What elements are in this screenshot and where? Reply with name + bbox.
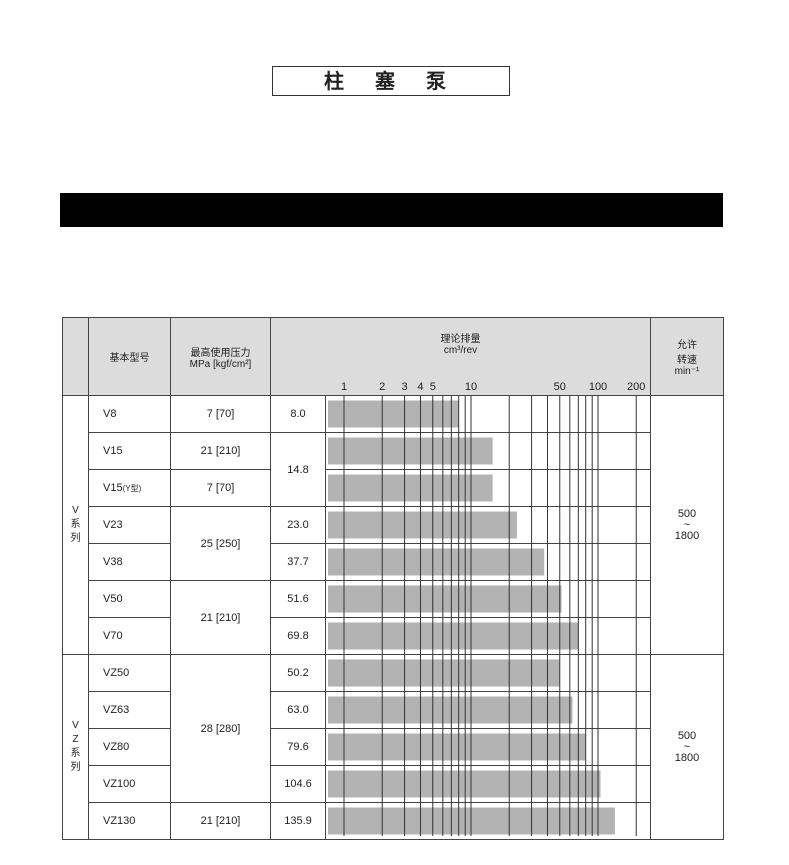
pressure-label: 最高使用压力 [190,347,251,359]
pressure-cell: 21 [210] [170,432,271,470]
displacement-label: 理论排量 [440,334,481,345]
model-cell: V8 [88,395,171,433]
model-cell: V15(Y型) [88,469,171,507]
model-cell: V38 [88,543,171,581]
displacement-cell: 14.8 [270,432,326,507]
bar-v23 [328,511,517,539]
speed-cell-vz: 500 ~ 1800 [650,654,724,840]
x-tick-label: 10 [464,381,478,393]
displacement-bar-chart [328,396,637,836]
x-tick-label: 3 [401,381,408,393]
x-tick-label: 100 [588,381,608,393]
displacement-cell: 50.2 [270,654,326,692]
bar-v15y [328,474,493,502]
model-cell: V50 [88,580,171,618]
displacement-cell: 37.7 [270,543,326,581]
pressure-cell: 28 [280] [170,654,271,803]
bar-v50 [328,585,562,613]
pressure-header: 最高使用压力 MPa [kgf/cm²] [170,317,271,396]
bar-vz50 [328,659,560,687]
bar-v8 [328,400,459,428]
model-suffix: (Y型) [122,484,142,493]
pressure-cell: 21 [210] [170,802,271,840]
model-name: V15 [103,482,123,494]
model-cell: VZ100 [88,765,171,803]
x-tick-label: 2 [379,381,386,393]
displacement-cell: 135.9 [270,802,326,840]
pressure-cell: 25 [250] [170,506,271,581]
x-tick-label: 5 [429,381,436,393]
x-tick-label: 200 [627,381,646,393]
displacement-cell: 79.6 [270,728,326,766]
displacement-cell: 8.0 [270,395,326,433]
model-cell: VZ80 [88,728,171,766]
bar-v15 [328,437,493,465]
speed-header: 允许转速 min⁻¹ [650,317,724,396]
model-cell: VZ63 [88,691,171,729]
bar-vz63 [328,696,573,724]
model-cell: V70 [88,617,171,655]
section-header-bar [60,193,723,227]
speed-label-2: 转速 [677,355,697,366]
model-cell: VZ130 [88,802,171,840]
displacement-cell: 69.8 [270,617,326,655]
series-header [62,317,89,396]
model-cell: V23 [88,506,171,544]
model-cell: V15 [88,432,171,470]
model-header: 基本型号 [88,317,171,396]
pressure-cell: 21 [210] [170,580,271,655]
displacement-unit: cm³/rev [443,345,478,356]
speed-unit: min⁻¹ [674,366,700,377]
speed-label-1: 允许 [677,340,697,351]
displacement-cell: 63.0 [270,691,326,729]
bar-vz80 [328,733,586,761]
x-tick-label: 4 [417,381,424,393]
series-v-label: V 系 列 [62,395,89,655]
series-vz-label: V Z 系 列 [62,654,89,840]
displacement-cell: 23.0 [270,506,326,544]
displacement-cell: 51.6 [270,580,326,618]
model-cell: VZ50 [88,654,171,692]
page-title: 柱 塞 泵 [272,66,510,96]
bar-vz100 [328,770,601,798]
speed-cell-v: 500 ~ 1800 [650,395,724,655]
pressure-cell: 7 [70] [170,469,271,507]
displacement-cell: 104.6 [270,765,326,803]
x-tick-label: 50 [553,381,566,393]
pressure-unit: MPa [kgf/cm²] [189,358,252,370]
bar-v38 [328,548,545,576]
bar-v70 [328,622,579,650]
displacement-header: 理论排量 cm³/rev 1 2 3 4 5 10 50 100 200 [270,317,651,396]
pressure-cell: 7 [70] [170,395,271,433]
x-tick-label: 1 [340,381,348,393]
